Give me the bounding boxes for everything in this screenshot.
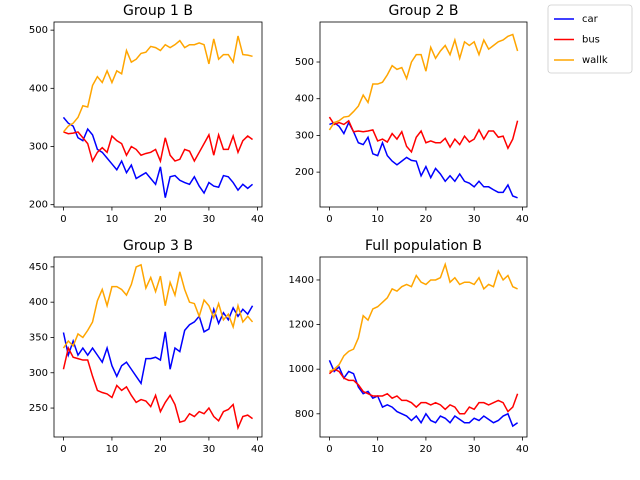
subplot-title: Group 2 B [388, 3, 458, 19]
y-tick-label: 500 [29, 25, 48, 36]
series-line [62, 35, 253, 133]
y-tick-label: 800 [295, 409, 314, 420]
legend-frame [547, 4, 633, 74]
series-line [329, 261, 518, 373]
x-tick-label: 30 [203, 214, 216, 225]
y-tick-label: 300 [29, 141, 48, 152]
x-tick-label: 10 [371, 444, 384, 455]
x-tick-label: 20 [154, 444, 167, 455]
x-tick-label: 20 [420, 444, 433, 455]
series-line [328, 116, 519, 154]
legend-label: car [582, 14, 599, 25]
x-tick-label: 0 [326, 214, 332, 225]
y-tick-label: 400 [29, 83, 48, 94]
series-line [328, 359, 519, 428]
y-tick-label: 300 [29, 368, 48, 379]
y-tick-label: 250 [29, 403, 48, 414]
y-tick-label: 500 [295, 57, 314, 68]
series-line [62, 305, 254, 386]
y-tick-label: 350 [29, 332, 48, 343]
series-line [62, 345, 253, 431]
x-tick-label: 30 [468, 214, 481, 225]
series-line [328, 33, 519, 131]
subplot-title: Group 3 B [123, 238, 193, 254]
y-tick-label: 400 [29, 297, 48, 308]
x-tick-label: 20 [420, 214, 433, 225]
legend-label: wallk [582, 55, 608, 66]
series-line [62, 263, 254, 349]
x-tick-label: 30 [468, 444, 481, 455]
subplot-title: Full population B [365, 238, 482, 254]
x-tick-label: 40 [516, 214, 529, 225]
x-tick-label: 40 [516, 444, 529, 455]
series-line [328, 368, 519, 415]
axes-frame [53, 256, 263, 438]
y-tick-label: 1200 [289, 320, 314, 331]
x-tick-label: 30 [203, 444, 216, 455]
y-tick-label: 1400 [289, 275, 314, 286]
series-line [63, 131, 253, 164]
y-tick-label: 400 [295, 94, 314, 105]
y-tick-label: 200 [295, 167, 314, 178]
y-tick-label: 1000 [289, 364, 314, 375]
axes-frame [319, 21, 528, 208]
legend-label: bus [582, 35, 600, 46]
x-tick-label: 0 [60, 444, 66, 455]
x-tick-label: 40 [251, 214, 264, 225]
x-tick-label: 0 [60, 214, 66, 225]
x-tick-label: 10 [106, 214, 119, 225]
y-tick-label: 200 [29, 200, 48, 211]
y-tick-label: 300 [295, 130, 314, 141]
x-tick-label: 40 [251, 444, 264, 455]
x-tick-label: 10 [106, 444, 119, 455]
axes-frame [319, 256, 528, 438]
x-tick-label: 0 [326, 444, 332, 455]
subplot-title: Group 1 B [123, 3, 193, 19]
x-tick-label: 10 [371, 214, 384, 225]
y-tick-label: 450 [29, 262, 48, 273]
axes-frame [53, 21, 263, 208]
series-line [329, 120, 518, 199]
series-line [62, 116, 254, 198]
x-tick-label: 20 [154, 214, 167, 225]
